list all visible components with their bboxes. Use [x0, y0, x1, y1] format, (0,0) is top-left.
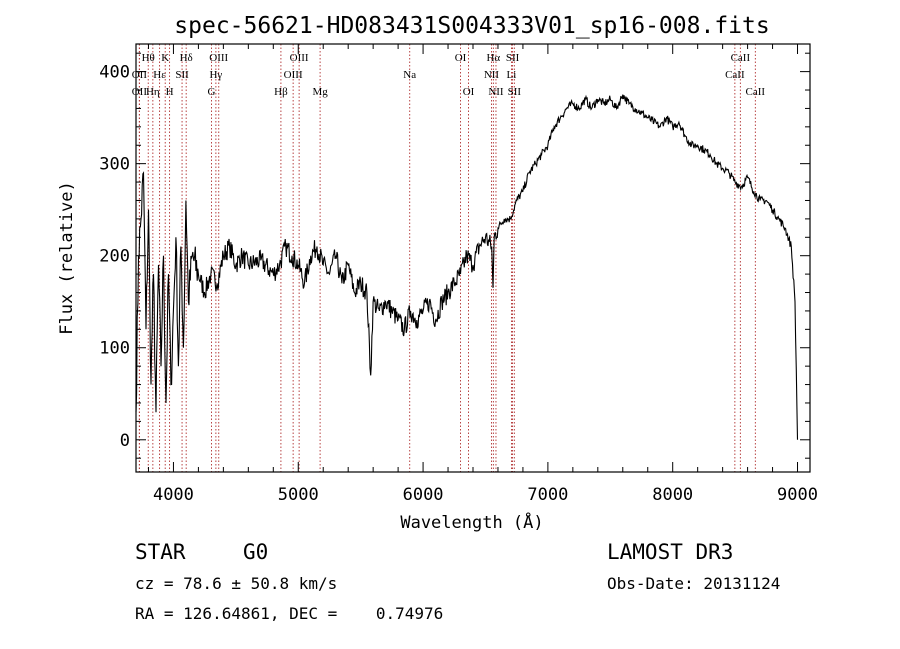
y-tick-label: 400 [99, 63, 130, 83]
spectral-line-label: OII [132, 86, 148, 98]
x-tick-label: 6000 [403, 485, 444, 505]
object-subclass: G0 [243, 540, 269, 564]
x-tick-label: 9000 [777, 485, 818, 505]
spectral-line-label: CaII [731, 52, 751, 64]
spectral-line-label: Hε [153, 69, 166, 81]
spectral-line-label: OI [463, 86, 475, 98]
spectral-line-label: Hδ [180, 52, 193, 64]
spectral-line-label: Mg [312, 86, 328, 98]
spectral-line-label: OIII [284, 69, 303, 81]
spectrum-line [135, 94, 799, 440]
x-axis-ticks: 4000 5000 6000 7000 8000 9000 [147, 44, 818, 505]
spectral-line-label: SII [175, 69, 189, 81]
y-tick-label: 100 [99, 339, 130, 359]
spectral-line-label: Na [403, 69, 416, 81]
spectral-line-label: SII [506, 52, 520, 64]
spectral-line-label: Hα [486, 52, 500, 64]
spectral-line-label: OIII [209, 52, 228, 64]
spectral-line-label: Hη [146, 86, 160, 98]
object-class: STAR [135, 540, 186, 564]
spectral-line-label: NII [488, 86, 504, 98]
y-axis-label: Flux (relative) [57, 181, 77, 335]
x-tick-label: 8000 [652, 485, 693, 505]
y-tick-label: 0 [120, 431, 130, 451]
spectral-line-label: Li [507, 69, 517, 81]
redshift-readout: cz = 78.6 ± 50.8 km/s [135, 574, 338, 593]
x-tick-label: 5000 [278, 485, 319, 505]
spectral-line-label: Hβ [274, 86, 288, 98]
spectral-line-label: G [208, 86, 216, 98]
x-tick-label: 7000 [527, 485, 568, 505]
spectral-line-label: Hθ [142, 52, 155, 64]
x-axis-label: Wavelength (Å) [400, 511, 543, 533]
coordinates-readout: RA = 126.64861, DEC = 0.74976 [135, 604, 444, 623]
spectral-line-label: H [166, 86, 174, 98]
spectral-line-label: CaII [746, 86, 766, 98]
spectral-line-label: NII [484, 69, 500, 81]
survey-name: LAMOST DR3 [607, 540, 734, 564]
chart-title: spec-56621-HD083431S004333V01_sp16-008.f… [174, 13, 769, 39]
y-axis-ticks: 0 100 200 300 400 [99, 52, 810, 459]
spectral-line-label: CaII [725, 69, 745, 81]
spectral-line-label: SII [508, 86, 522, 98]
observation-date: Obs-Date: 20131124 [607, 574, 781, 593]
y-tick-label: 300 [99, 155, 130, 175]
y-tick-label: 200 [99, 247, 130, 267]
spectral-line-label: OIII [290, 52, 309, 64]
spectral-line-label: OII [132, 69, 148, 81]
spectral-line-label: Hγ [209, 69, 222, 81]
x-tick-label: 4000 [153, 485, 194, 505]
spectral-line-label: K [161, 52, 169, 64]
spectral-line-label: OI [455, 52, 467, 64]
